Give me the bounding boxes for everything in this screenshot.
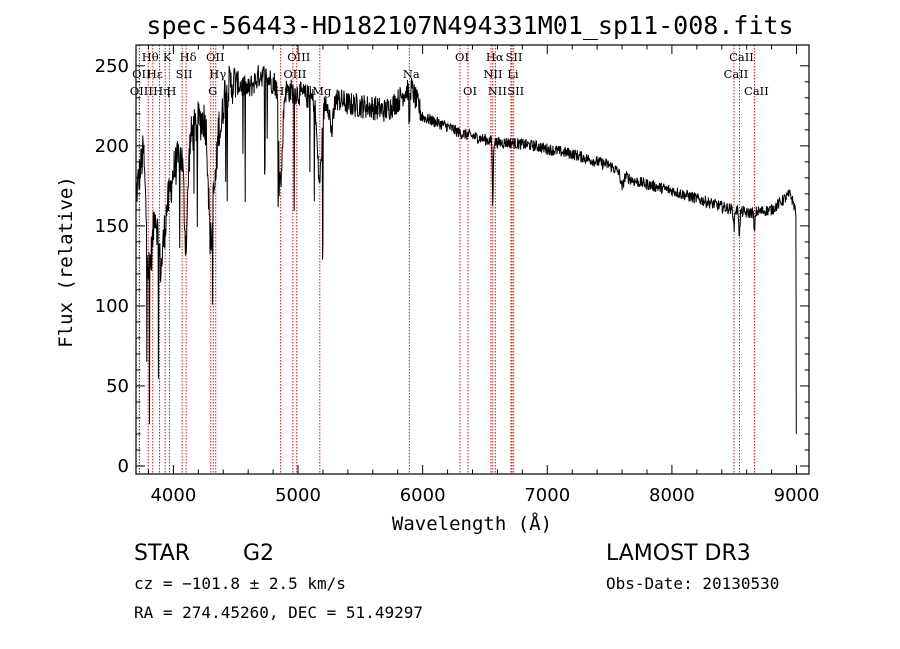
line-marker-label: SII xyxy=(176,67,193,81)
line-marker-label: NII xyxy=(483,67,502,81)
line-marker-label: SII xyxy=(507,84,524,98)
line-marker-label: Na xyxy=(403,67,420,81)
line-marker-label: OIII xyxy=(283,67,306,81)
line-marker-label: CaII xyxy=(724,67,749,81)
line-marker-label: K xyxy=(163,50,172,64)
line-marker-label: NII xyxy=(488,84,507,98)
x-tick-label: 9000 xyxy=(774,485,820,506)
line-marker-label: Hα xyxy=(486,50,504,64)
object-class: STAR xyxy=(134,541,190,566)
line-marker-label: OI xyxy=(463,84,477,98)
x-tick-label: 7000 xyxy=(524,485,570,506)
y-tick-label: 200 xyxy=(95,136,129,157)
x-axis-label: Wavelength (Å) xyxy=(392,512,552,535)
line-marker-label: CaII xyxy=(729,50,754,64)
line-marker-label: Hδ xyxy=(180,50,197,64)
axis-ticks: 4000 5000 6000 7000 8000 9000 0 50 100 150 200 250 xyxy=(95,45,820,506)
y-tick-label: 250 xyxy=(95,56,129,77)
line-marker-label: Mg xyxy=(312,84,332,98)
line-marker-label: OII xyxy=(206,50,225,64)
line-marker-label: CaII xyxy=(744,84,769,98)
line-marker-label: Hε xyxy=(147,67,163,81)
x-tick-label: 6000 xyxy=(400,485,446,506)
line-marker-label: OIII xyxy=(287,50,310,64)
line-marker-label: Hη xyxy=(153,84,170,98)
line-marker-label: H xyxy=(166,84,176,98)
line-marker-label: Li xyxy=(507,67,519,81)
x-tick-label: 8000 xyxy=(649,485,695,506)
line-marker-label: Hγ xyxy=(209,67,226,81)
y-tick-label: 150 xyxy=(95,216,129,237)
y-tick-label: 100 xyxy=(95,296,129,317)
x-tick-label: 5000 xyxy=(275,485,321,506)
chart-title: spec-56443-HD182107N494331M01_sp11-008.f… xyxy=(146,11,793,40)
line-marker-label: OII xyxy=(132,67,151,81)
line-marker-label: Hθ xyxy=(142,50,159,64)
observation-date: Obs-Date: 20130530 xyxy=(606,574,779,593)
ra-dec-info: RA = 274.45260, DEC = 51.49297 xyxy=(134,603,423,622)
line-marker-label: OIII xyxy=(130,84,153,98)
y-tick-label: 50 xyxy=(106,376,129,397)
x-tick-label: 4000 xyxy=(150,485,196,506)
plot-frame xyxy=(135,44,810,475)
line-marker-group xyxy=(138,45,755,474)
y-axis-label: Flux (relative) xyxy=(55,176,77,348)
y-tick-label: 0 xyxy=(118,456,129,477)
object-subclass: G2 xyxy=(243,541,274,566)
survey-name: LAMOST DR3 xyxy=(606,541,751,566)
spectrum-line xyxy=(135,65,797,435)
line-marker-label: SII xyxy=(506,50,523,64)
line-marker-label: G xyxy=(208,84,217,98)
redshift-info: cz = −101.8 ± 2.5 km/s xyxy=(134,574,346,593)
line-marker-label: OI xyxy=(455,50,469,64)
